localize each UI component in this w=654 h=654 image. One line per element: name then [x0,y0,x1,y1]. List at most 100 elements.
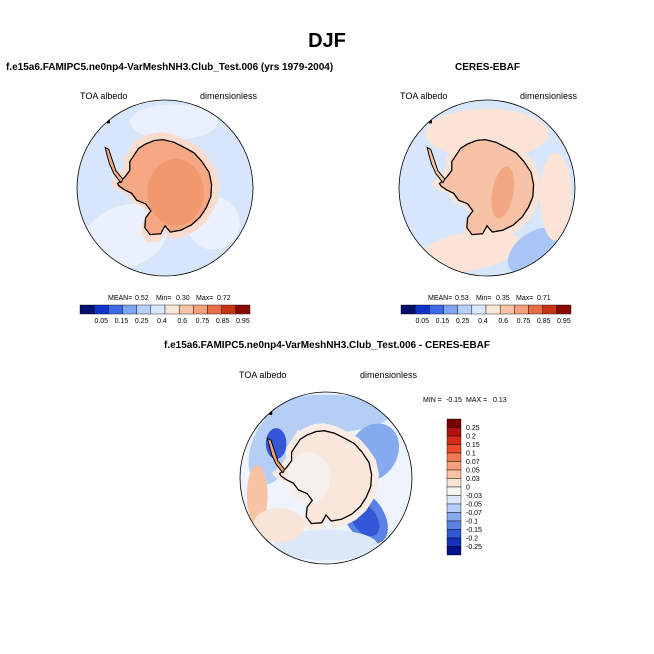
model-colorbar-swatch [108,304,123,315]
obs-max-value: 0.71 [537,295,551,302]
obs-colorbar-swatch [485,304,501,315]
obs-colorbar-swatch [471,304,487,315]
obs-min-value: 0.35 [496,295,510,302]
diff-colorbar-swatch [446,503,462,513]
obs-colorbar-swatch [443,304,458,315]
diff-colorbar-tick-label: 0.25 [466,425,480,432]
obs-panel-title: CERES-EBAF [455,62,521,73]
diff-max-value: 0.13 [493,397,507,404]
diff-field-patch [246,465,268,526]
obs-colorbar-tick-label: 0.75 [517,318,531,325]
diff-colorbar-swatch [446,452,462,462]
diff-colorbar-tick-label: -0.1 [466,519,478,526]
diff-colorbar-tick-label: 0.03 [466,476,480,483]
diff-colorbar-swatch [446,520,462,530]
obs-colorbar-swatch [528,304,543,315]
obs-units-label: dimensionless [520,91,578,101]
model-colorbar-swatch [193,304,208,315]
model-colorbar-swatch [79,304,95,315]
model-colorbar-tick-label: 0.25 [135,318,149,325]
model-min-label: Min= [156,295,172,302]
diff-colorbar-swatch [446,418,462,428]
model-map [77,100,253,276]
obs-island [428,119,432,124]
model-colorbar-swatch [93,304,109,315]
diff-coastline [278,430,373,525]
model-panel-title: f.e15a6.FAMIPC5.ne0np4-VarMeshNH3.Club_T… [6,62,334,73]
diff-colorbar-tick-label: -0.07 [466,510,482,517]
obs-colorbar-tick-label: 0.4 [478,318,488,325]
model-colorbar-swatch [178,304,194,315]
diff-colorbar-swatch [446,546,462,556]
model-island [106,119,110,124]
model-colorbar-swatch [221,304,237,315]
diff-min-value: -0.15 [446,397,462,404]
diff-colorbar-tick-label: 0.15 [466,442,480,449]
diff-colorbar-swatch [446,435,462,445]
obs-colorbar-tick-label: 0.95 [557,318,571,325]
obs-max-label: Max= [516,295,534,302]
model-colorbar-tick-label: 0.75 [196,318,210,325]
diff-colorbar-tick-label: 0.1 [466,451,476,458]
diff-colorbar-swatch [446,486,462,496]
diff-min-label: MIN = [423,397,442,404]
obs-map [399,100,575,276]
diff-map-border [239,391,413,565]
model-colorbar-tick-label: 0.05 [94,318,108,325]
diff-colorbar-tick-label: 0.2 [466,434,476,441]
obs-colorbar-tick-label: 0.6 [498,318,508,325]
obs-field-patch [417,230,522,273]
model-colorbar-swatch [235,304,251,315]
model-continent-patch [147,158,204,226]
model-colorbar-swatch [122,304,137,315]
diff-colorbar-swatch [446,495,462,505]
model-colorbar-swatch [164,304,180,315]
obs-colorbar-swatch [457,304,473,315]
obs-colorbar-tick-label: 0.25 [456,318,470,325]
model-field-patch [129,104,218,140]
diff-field-patch [274,529,378,561]
model-colorbar-tick-label: 0.6 [177,318,187,325]
model-colorbar-swatch [136,304,152,315]
diff-colorbar-tick-label: -0.2 [466,536,478,543]
obs-colorbar-tick-label: 0.05 [415,318,429,325]
diff-units-label: dimensionless [360,370,418,380]
obs-colorbar-swatch [429,304,444,315]
model-colorbar-tick-label: 0.85 [216,318,230,325]
diff-field-patch [252,508,305,543]
diff-colorbar-swatch [446,512,462,522]
model-peninsula [104,146,124,184]
diff-colorbar-swatch [446,529,462,539]
obs-mean-value: 0.53 [455,295,469,302]
diff-colorbar-swatch [446,427,462,437]
diff-variable-label: TOA albedo [239,370,287,380]
obs-min-label: Min= [476,295,492,302]
diff-continent-patch [287,452,331,504]
page-title: DJF [308,30,346,52]
obs-colorbar-tick-label: 0.85 [537,318,551,325]
model-units-label: dimensionless [200,91,258,101]
model-colorbar-tick-label: 0.95 [236,318,250,325]
diff-colorbar-swatch [446,444,462,454]
obs-colorbar-swatch [542,304,558,315]
obs-colorbar-swatch [400,304,416,315]
model-max-value: 0.72 [217,295,231,302]
obs-field-patch [539,152,572,241]
obs-colorbar-tick-label: 0.15 [436,318,450,325]
diff-colorbar-swatch [446,469,462,479]
diff-peninsula [266,437,286,474]
model-mean-value: 0.52 [135,295,149,302]
obs-coastline [438,138,535,236]
diff-colorbar-tick-label: 0 [466,485,470,492]
obs-mean-label: MEAN= [428,295,453,302]
obs-continent-patch [491,166,515,219]
diff-colorbar-tick-label: 0.05 [466,468,480,475]
diff-map [240,392,412,564]
model-colorbar-tick-label: 0.4 [157,318,167,325]
obs-colorbar-swatch [556,304,572,315]
obs-variable-label: TOA albedo [400,91,448,101]
diff-colorbar-swatch [446,461,462,471]
diff-colorbar-tick-label: -0.15 [466,527,482,534]
model-coastline [116,138,213,236]
